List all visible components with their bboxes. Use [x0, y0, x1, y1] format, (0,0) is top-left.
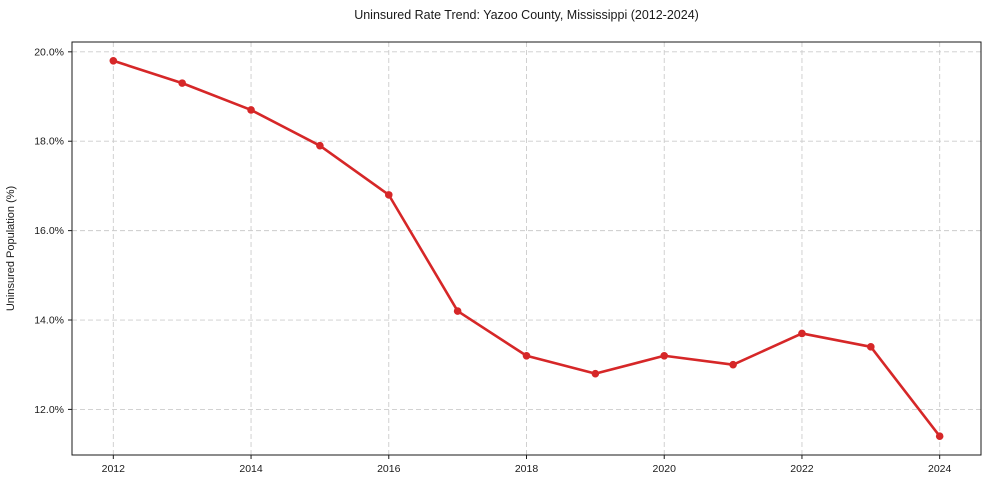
data-point: [247, 106, 255, 114]
data-point: [935, 432, 944, 441]
y-tick-label: 14.0%: [34, 315, 64, 327]
y-tick-label: 12.0%: [34, 404, 64, 416]
data-point: [453, 307, 462, 315]
x-tick-label: 2018: [515, 463, 539, 475]
data-point: [109, 56, 118, 65]
data-point: [522, 351, 531, 360]
data-point: [660, 351, 669, 360]
y-tick-label: 20.0%: [34, 46, 64, 58]
y-tick-label: 16.0%: [34, 225, 64, 237]
data-point: [316, 141, 324, 150]
x-tick-label: 2022: [790, 463, 814, 475]
x-tick-label: 2012: [102, 463, 126, 475]
x-tick-label: 2020: [653, 463, 677, 475]
y-tick-label: 18.0%: [34, 136, 64, 148]
x-tick-label: 2016: [377, 463, 401, 475]
x-tick-label: 2014: [239, 463, 263, 475]
chart-title: Uninsured Rate Trend: Yazoo County, Miss…: [354, 8, 699, 22]
plot-border: [71, 41, 982, 456]
x-tick-label: 2024: [928, 463, 952, 475]
data-point: [867, 343, 875, 351]
data-point: [729, 360, 737, 369]
y-axis-label: Uninsured Population (%): [5, 186, 17, 311]
data-point: [798, 329, 806, 338]
data-point: [384, 191, 393, 199]
data-point: [591, 369, 600, 378]
data-point: [178, 79, 186, 87]
